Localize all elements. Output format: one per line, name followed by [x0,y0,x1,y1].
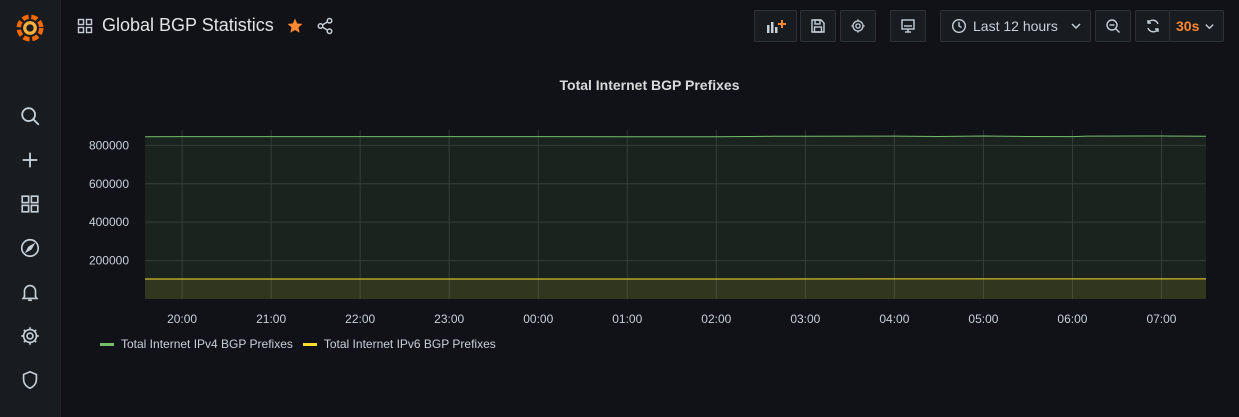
legend-swatch [100,342,114,346]
refresh-interval-picker[interactable]: 30s [1169,10,1224,42]
x-tick-label: 04:00 [879,312,909,326]
refresh-interval-label: 30s [1176,18,1200,34]
horizontal-grid [145,144,1206,262]
plus-icon[interactable] [0,142,60,178]
x-tick-label: 06:00 [1057,312,1087,326]
dashboard-grid-icon [77,18,93,34]
y-axis: 200000 400000 600000 800000 [89,138,129,267]
y-tick-label: 200000 [89,254,129,268]
bgp-prefix-chart[interactable]: 200000 400000 600000 800000 20:00 21:00 22:00… [60,100,1239,330]
monitor-icon [901,19,915,33]
grafana-logo-icon[interactable] [0,8,60,48]
x-tick-label: 21:00 [256,312,286,326]
x-tick-label: 03:00 [790,312,820,326]
dashboards-icon[interactable] [0,186,60,222]
alerting-icon[interactable] [0,274,60,310]
dashboard-header: Global BGP Statistics Last 12 hours [60,0,1239,52]
series-area [145,278,1206,299]
y-tick-label: 800000 [89,138,129,152]
save-icon [811,19,825,33]
x-tick-label: 23:00 [434,312,464,326]
series-area [145,136,1206,299]
share-icon[interactable] [316,17,334,35]
search-icon[interactable] [0,98,60,134]
chevron-down-icon [1071,23,1081,30]
x-tick-label: 02:00 [701,312,731,326]
configuration-icon[interactable] [0,318,60,354]
time-range-picker[interactable]: Last 12 hours [940,10,1091,42]
page-title[interactable]: Global BGP Statistics [102,15,274,35]
explore-icon[interactable] [0,230,60,266]
clock-icon [951,18,967,34]
x-tick-label: 20:00 [167,312,197,326]
dashboard-settings-button[interactable] [840,10,876,42]
sidebar [0,0,61,417]
x-tick-label: 05:00 [968,312,998,326]
chart-legend: Total Internet IPv4 BGP Prefixes Total In… [100,337,496,351]
time-range-label: Last 12 hours [973,18,1058,34]
x-axis: 20:00 21:00 22:00 23:00 00:00 01:00 02:00 03:00… [167,312,1177,326]
y-tick-label: 400000 [89,215,129,229]
add-panel-button[interactable] [754,10,797,42]
panel-title[interactable]: Total Internet BGP Prefixes [559,77,740,93]
legend-item[interactable]: Total Internet IPv4 BGP Prefixes [100,337,293,351]
legend-label: Total Internet IPv4 BGP Prefixes [121,337,293,351]
legend-swatch [302,342,317,346]
series-layer [144,135,1207,299]
x-tick-label: 01:00 [612,312,642,326]
x-tick-label: 07:00 [1146,312,1176,326]
refresh-icon [1147,19,1159,33]
zoom-out-button[interactable] [1095,10,1131,42]
y-tick-label: 600000 [89,177,129,191]
legend-label: Total Internet IPv6 BGP Prefixes [323,337,496,351]
vertical-grid [181,130,1162,299]
legend-item[interactable]: Total Internet IPv6 BGP Prefixes [302,337,496,351]
refresh-button[interactable] [1135,10,1170,42]
add-panel-icon [766,20,786,33]
star-icon[interactable] [286,17,304,35]
x-tick-label: 22:00 [345,312,375,326]
gear-icon [851,19,865,33]
save-dashboard-button[interactable] [800,10,836,42]
x-tick-label: 00:00 [523,312,553,326]
cycle-view-mode-button[interactable] [890,10,926,42]
series-line [144,135,1207,138]
zoom-out-icon [1106,19,1120,33]
chevron-down-icon [1205,24,1214,30]
shield-icon[interactable] [0,362,60,398]
